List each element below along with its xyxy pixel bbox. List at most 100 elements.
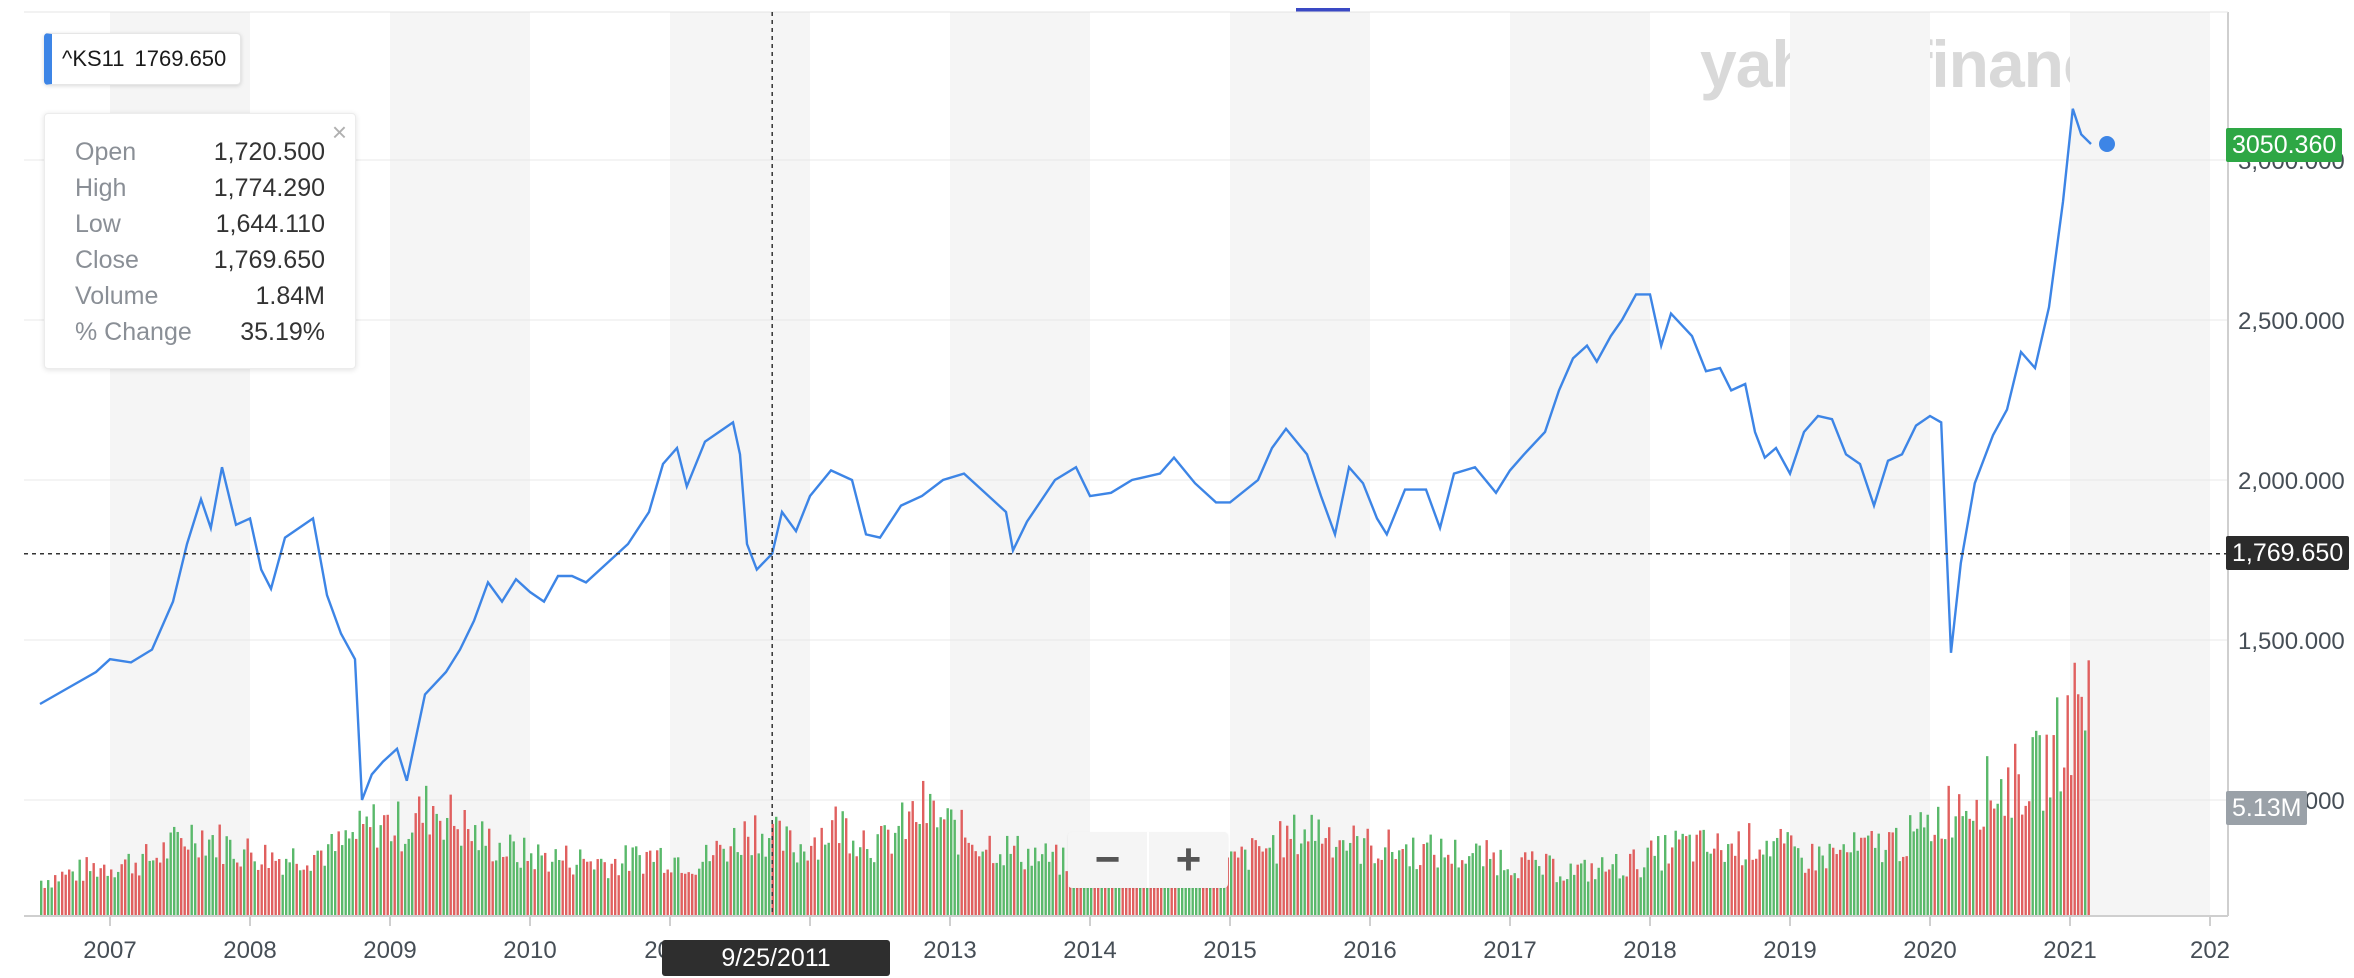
volume-bar [1219, 860, 1222, 916]
volume-bar [1366, 828, 1369, 916]
ohlc-row-high: High 1,774.290 [75, 170, 325, 206]
volume-bar [1709, 853, 1712, 916]
volume-bar [1793, 846, 1796, 916]
volume-bar [649, 850, 652, 916]
volume-bar [1342, 840, 1345, 916]
volume-bar [1639, 877, 1642, 916]
volume-bar [61, 871, 64, 916]
volume-bar [1163, 871, 1166, 916]
volume-bar [670, 872, 673, 916]
volume-bar [145, 844, 148, 916]
volume-bar [1853, 832, 1856, 916]
volume-bar [593, 869, 596, 916]
volume-bar [1170, 881, 1173, 916]
volume-bar [1594, 879, 1597, 916]
volume-bar [1300, 843, 1303, 916]
volume-bar [1062, 847, 1065, 916]
zoom-divider [1147, 832, 1149, 888]
volume-bar [936, 827, 939, 916]
volume-bar [463, 810, 466, 916]
volume-bar [1328, 827, 1331, 916]
volume-bar [747, 836, 750, 916]
volume-bar [1923, 827, 1926, 916]
volume-bar [222, 863, 225, 916]
volume-bar [929, 793, 932, 916]
volume-bar [306, 865, 309, 916]
volume-bar [1468, 856, 1471, 916]
volume-bar [71, 871, 74, 916]
volume-bar [1888, 832, 1891, 916]
volume-bar [1237, 857, 1240, 916]
volume-bar [1216, 876, 1219, 916]
symbol-legend[interactable]: ^KS11 1769.650 [44, 33, 242, 85]
zoom-in-button[interactable]: + [1175, 835, 1202, 884]
volume-bar [1195, 865, 1198, 916]
volume-bar [2077, 694, 2080, 916]
volume-bar [474, 825, 477, 916]
volume-bar [1254, 840, 1257, 916]
volume-bar [2045, 734, 2048, 916]
zoom-out-button[interactable]: − [1094, 835, 1121, 884]
volume-bar [453, 825, 456, 916]
volume-bar [568, 867, 571, 916]
volume-bar [99, 868, 102, 916]
volume-bar [981, 851, 984, 916]
volume-bar [50, 887, 53, 916]
volume-bar [995, 862, 998, 916]
volume-bars [40, 660, 2090, 916]
volume-bar [1377, 858, 1380, 916]
volume-bar [488, 828, 491, 916]
volume-bar [1898, 861, 1901, 916]
volume-bar [673, 857, 676, 916]
volume-bar [57, 881, 60, 916]
volume-bar [1450, 863, 1453, 916]
volume-bar [1485, 840, 1488, 916]
volume-bar [442, 839, 445, 916]
volume-bar [491, 861, 494, 916]
volume-bar [904, 839, 907, 916]
volume-bar [1604, 871, 1607, 916]
volume-bar [323, 865, 326, 916]
volume-bar [1051, 851, 1054, 916]
volume-bar [411, 832, 414, 916]
volume-bar [1919, 812, 1922, 916]
volume-bar [211, 835, 214, 916]
volume-bar [698, 868, 701, 916]
grid-lines [24, 159, 2228, 801]
volume-bar [127, 853, 130, 916]
volume-bar [775, 816, 778, 916]
volume-bar [155, 857, 158, 916]
volume-bar [418, 796, 421, 916]
volume-bar [1090, 872, 1093, 916]
volume-bar [1296, 854, 1299, 916]
volume-bar [1657, 836, 1660, 916]
year-band [1230, 12, 1370, 916]
volume-bar [666, 869, 669, 916]
volume-bar [379, 825, 382, 916]
top-range-marker [1296, 8, 1350, 14]
volume-bar [663, 872, 666, 916]
volume-bar [1324, 838, 1327, 916]
volume-bar [789, 830, 792, 916]
volume-bar [1338, 840, 1341, 916]
volume-bar [1174, 872, 1177, 916]
volume-bar [1191, 867, 1194, 916]
volume-bar [1391, 851, 1394, 916]
close-icon[interactable]: × [331, 117, 347, 147]
volume-bar [827, 842, 830, 916]
volume-bar [169, 832, 172, 916]
volume-bar [1685, 836, 1688, 916]
volume-bar [782, 850, 785, 916]
volume-bar [1272, 835, 1275, 916]
volume-bar [2084, 730, 2087, 916]
volume-bar [218, 824, 221, 916]
volume-bar [1562, 880, 1565, 916]
volume-bar [1541, 874, 1544, 916]
volume-bar [544, 852, 547, 916]
volume-bar [1034, 847, 1037, 916]
volume-bar [1979, 829, 1982, 916]
volume-bar [603, 862, 606, 916]
volume-bar [2066, 695, 2069, 916]
volume-bar [1363, 838, 1366, 916]
